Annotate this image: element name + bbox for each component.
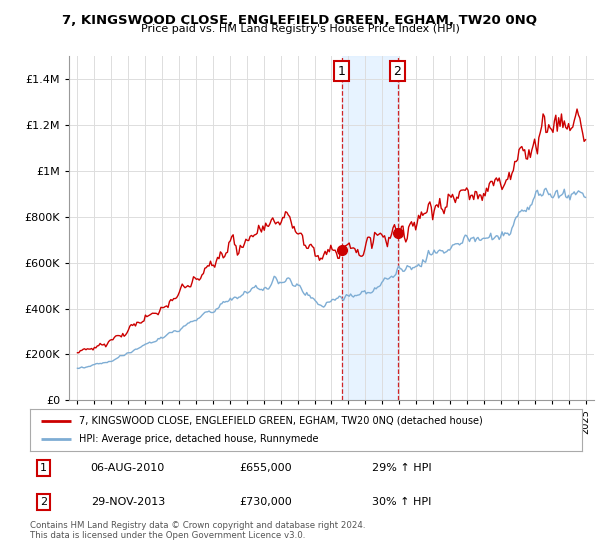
Text: £655,000: £655,000: [240, 463, 292, 473]
Text: 2: 2: [394, 65, 401, 78]
Text: HPI: Average price, detached house, Runnymede: HPI: Average price, detached house, Runn…: [79, 434, 318, 444]
Text: Contains HM Land Registry data © Crown copyright and database right 2024.
This d: Contains HM Land Registry data © Crown c…: [30, 521, 365, 540]
Text: 30% ↑ HPI: 30% ↑ HPI: [372, 497, 431, 507]
Bar: [341, 56, 398, 400]
Text: 1: 1: [338, 65, 346, 78]
Text: 2: 2: [40, 497, 47, 507]
Text: 29-NOV-2013: 29-NOV-2013: [91, 497, 165, 507]
Text: 7, KINGSWOOD CLOSE, ENGLEFIELD GREEN, EGHAM, TW20 0NQ: 7, KINGSWOOD CLOSE, ENGLEFIELD GREEN, EG…: [62, 14, 538, 27]
Text: 29% ↑ HPI: 29% ↑ HPI: [372, 463, 432, 473]
Text: 1: 1: [40, 463, 47, 473]
Text: 7, KINGSWOOD CLOSE, ENGLEFIELD GREEN, EGHAM, TW20 0NQ (detached house): 7, KINGSWOOD CLOSE, ENGLEFIELD GREEN, EG…: [79, 416, 482, 426]
Text: Price paid vs. HM Land Registry's House Price Index (HPI): Price paid vs. HM Land Registry's House …: [140, 24, 460, 34]
Text: 06-AUG-2010: 06-AUG-2010: [91, 463, 165, 473]
Text: £730,000: £730,000: [240, 497, 293, 507]
